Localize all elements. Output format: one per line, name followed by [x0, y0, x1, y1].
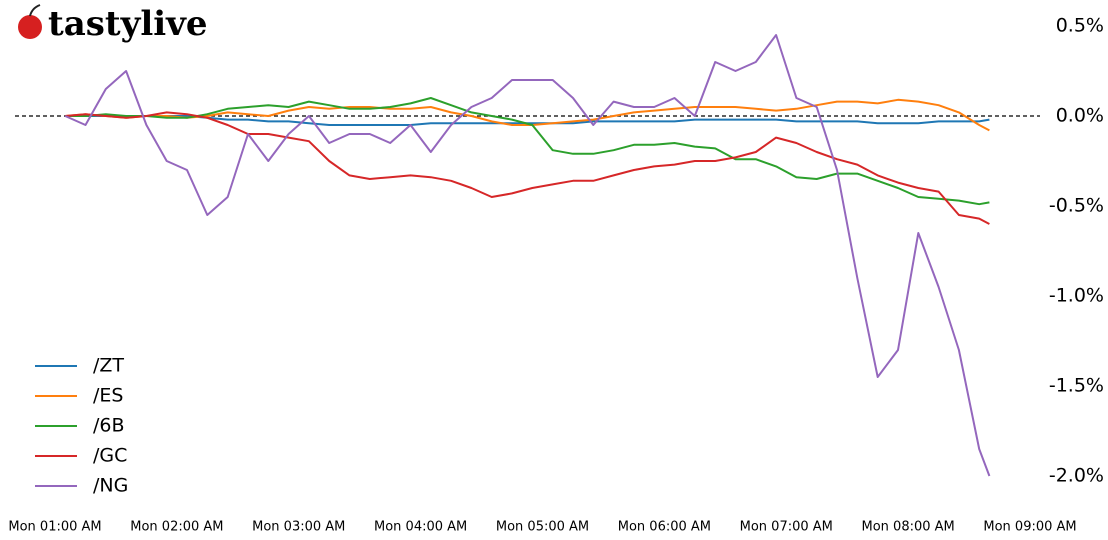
x-tick-label: Mon 03:00 AM: [252, 520, 345, 535]
x-tick-label: Mon 04:00 AM: [374, 520, 467, 535]
series-line: [65, 97, 990, 206]
legend-label: /6B: [93, 415, 125, 437]
x-tick-label: Mon 01:00 AM: [8, 520, 101, 535]
y-tick-label: -1.0%: [1049, 285, 1104, 307]
x-tick-label: Mon 09:00 AM: [983, 520, 1076, 535]
series-line: [65, 115, 990, 126]
series-line: [64, 34, 991, 477]
legend-label: /NG: [93, 475, 128, 497]
y-tick-label: 0.5%: [1056, 15, 1104, 37]
logo-stem: [29, 4, 41, 17]
x-tick-label: Mon 02:00 AM: [130, 520, 223, 535]
x-tick-label: Mon 05:00 AM: [496, 520, 589, 535]
legend-label: /GC: [93, 445, 127, 467]
logo-text: tastylive: [48, 4, 208, 44]
logo: tastylive: [18, 4, 208, 44]
y-tick-label: -2.0%: [1049, 465, 1104, 487]
x-tick-label: Mon 08:00 AM: [862, 520, 955, 535]
series-line: [65, 111, 990, 225]
legend-label: /ES: [93, 385, 123, 407]
y-tick-label: 0.0%: [1056, 105, 1104, 127]
x-tick-label: Mon 06:00 AM: [618, 520, 711, 535]
y-tick-label: -0.5%: [1049, 195, 1104, 217]
legend-label: /ZT: [93, 355, 124, 377]
x-tick-label: Mon 07:00 AM: [740, 520, 833, 535]
logo-icon: [18, 15, 42, 39]
y-tick-label: -1.5%: [1049, 375, 1104, 397]
